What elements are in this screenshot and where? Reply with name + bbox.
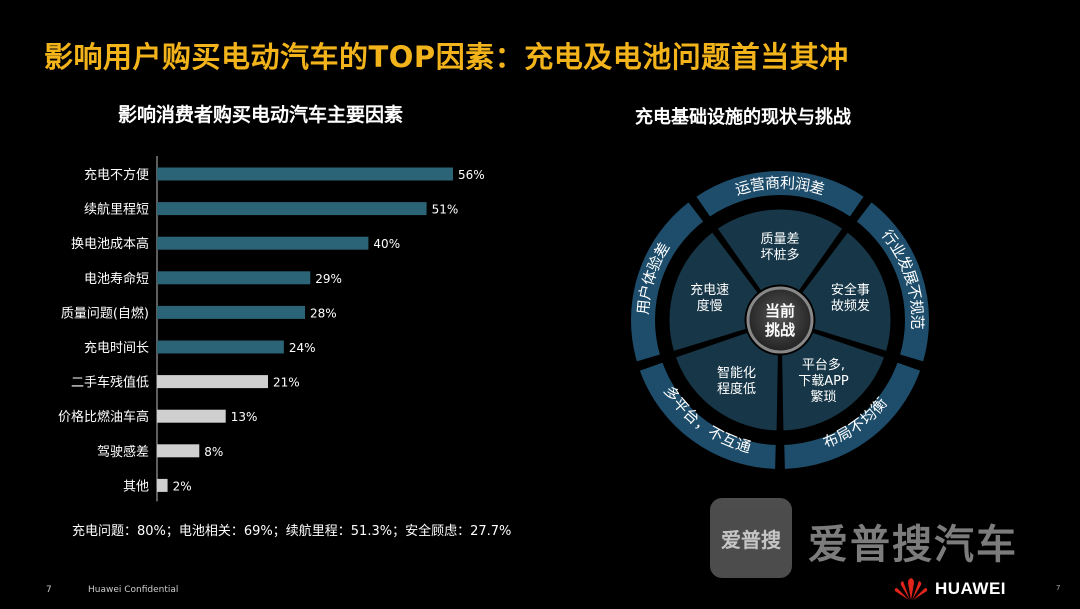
category-label: 电池寿命短 <box>84 271 149 287</box>
inner-label: 质量差 <box>760 232 799 247</box>
inner-segment <box>713 206 847 295</box>
inner-segment <box>779 329 888 434</box>
inner-label: 充电速 <box>690 282 729 298</box>
bar <box>157 444 200 458</box>
huawei-logo-icon <box>894 578 928 600</box>
footnote: 充电问题：80%；电池相关：69%；续航里程：51.3%；安全顾虑：27.7% <box>72 524 512 539</box>
inner-label: 繁琐 <box>810 389 836 405</box>
center-label: 挑战 <box>765 321 795 339</box>
category-label: 其他 <box>123 479 149 494</box>
outer-segment <box>637 360 778 471</box>
inner-label: 平台多, <box>802 357 845 373</box>
bar <box>157 305 305 319</box>
factors-bar-chart: 充电不方便 56% 续航里程短 51% 换电池成本高 40% 电池寿命短 29% 质量问题(自燃… <box>58 156 485 502</box>
category-label: 价格比燃油车高 <box>58 409 149 425</box>
bar <box>157 340 284 354</box>
value-label: 51% <box>432 203 459 217</box>
inner-label: 智能化 <box>717 366 756 381</box>
bar <box>157 409 226 423</box>
category-label: 充电不方便 <box>84 167 149 183</box>
value-label: 28% <box>310 306 337 320</box>
inner-segment <box>666 228 762 355</box>
value-label: 13% <box>231 410 258 424</box>
page-number-right: 7 <box>1056 584 1061 592</box>
bar <box>157 478 168 492</box>
value-label: 21% <box>273 376 300 390</box>
inner-label: 安全事 <box>831 282 870 298</box>
bar <box>157 236 369 250</box>
category-label: 续航里程短 <box>84 202 149 218</box>
bar <box>157 375 268 389</box>
category-label: 充电时间长 <box>84 340 149 356</box>
value-label: 56% <box>458 168 485 182</box>
inner-segment <box>798 228 894 355</box>
category-label: 质量问题(自燃) <box>61 305 149 321</box>
page-number: 7 <box>46 585 52 595</box>
inner-label: 度慢 <box>697 298 723 314</box>
category-label: 二手车残值低 <box>71 375 149 391</box>
center-circle <box>746 286 814 354</box>
bar <box>157 271 311 285</box>
outer-segment <box>693 169 867 220</box>
category-label: 驾驶感差 <box>97 444 149 460</box>
value-label: 40% <box>373 237 400 251</box>
slide-title: 影响用户购买电动汽车的TOP因素：充电及电池问题首当其冲 <box>44 40 849 74</box>
outer-segment <box>782 360 923 471</box>
value-label: 24% <box>289 341 316 355</box>
inner-label: 下载APP <box>798 374 849 389</box>
center-label: 当前 <box>765 302 795 320</box>
bar <box>157 167 453 181</box>
outer-segment <box>854 199 931 364</box>
value-label: 2% <box>173 479 192 493</box>
huawei-brand: HUAWEI <box>935 579 1006 598</box>
value-label: 29% <box>315 272 342 286</box>
right-subtitle: 充电基础设施的现状与挑战 <box>635 107 851 128</box>
value-label: 8% <box>204 445 223 459</box>
outer-segment <box>629 199 706 364</box>
inner-segment <box>672 329 781 434</box>
watermark-logo: 爱普搜 <box>710 498 792 578</box>
left-subtitle: 影响消费者购买电动汽车主要因素 <box>118 104 404 126</box>
category-label: 换电池成本高 <box>71 236 149 252</box>
bar <box>157 202 427 216</box>
confidential-label: Huawei Confidential <box>88 585 179 595</box>
inner-label: 故频发 <box>831 298 870 314</box>
inner-label: 坏桩多 <box>760 247 799 263</box>
watermark-text: 爱普搜汽车 <box>808 522 1018 568</box>
inner-label: 程度低 <box>717 381 756 397</box>
